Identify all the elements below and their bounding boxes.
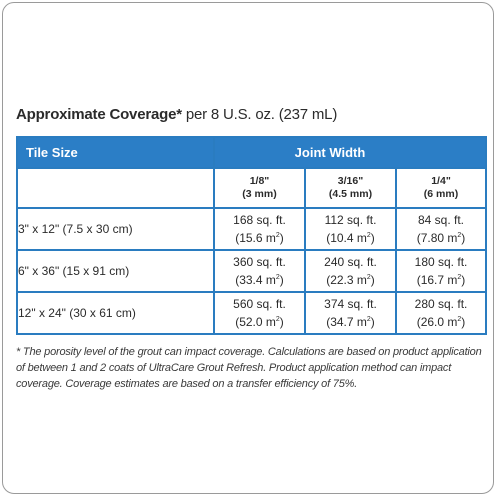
coverage-metric: (34.7 m2)	[326, 315, 375, 329]
coverage-cell: 84 sq. ft. (7.80 m2)	[394, 207, 488, 251]
panel-frame	[2, 2, 494, 494]
coverage-sqft: 180 sq. ft.	[414, 255, 468, 269]
coverage-cell: 280 sq. ft. (26.0 m2)	[394, 291, 488, 335]
joint-width-metric: (4.5 mm)	[328, 188, 373, 200]
table-row: 6" x 36" (15 x 91 cm) 360 sq. ft. (33.4 …	[16, 249, 488, 293]
coverage-metric: (52.0 m2)	[235, 315, 284, 329]
joint-width-metric: (3 mm)	[242, 188, 277, 200]
coverage-metric: (10.4 m2)	[326, 231, 375, 245]
coverage-table: Tile Size Joint Width 1/8" (3 mm) 3/16" …	[16, 136, 488, 335]
coverage-cell: 560 sq. ft. (52.0 m2)	[213, 291, 306, 335]
empty-cell	[16, 167, 215, 209]
coverage-heading: Approximate Coverage* per 8 U.S. oz. (23…	[16, 106, 337, 123]
coverage-sqft: 84 sq. ft.	[417, 213, 465, 227]
coverage-title: Approximate Coverage*	[16, 106, 182, 123]
joint-width-size: 3/16"	[337, 175, 364, 187]
joint-width-cell: 1/8" (3 mm)	[213, 167, 306, 209]
table-row: 12" x 24" (30 x 61 cm) 560 sq. ft. (52.0…	[16, 291, 488, 335]
coverage-metric: (16.7 m2)	[416, 273, 466, 287]
header-tile-size: Tile Size	[16, 136, 215, 169]
joint-width-row: 1/8" (3 mm) 3/16" (4.5 mm) 1/4" (6 mm)	[16, 167, 488, 209]
coverage-cell: 240 sq. ft. (22.3 m2)	[304, 249, 397, 293]
coverage-sqft: 374 sq. ft.	[324, 297, 377, 311]
coverage-sqft: 360 sq. ft.	[233, 255, 286, 269]
joint-width-cell: 1/4" (6 mm)	[394, 167, 488, 209]
tile-size-cell: 12" x 24" (30 x 61 cm)	[16, 291, 215, 335]
coverage-metric: (33.4 m2)	[235, 273, 284, 287]
coverage-metric: (22.3 m2)	[326, 273, 375, 287]
footnote: * The porosity level of the grout can im…	[16, 346, 482, 390]
joint-width-size: 1/8"	[249, 175, 270, 187]
coverage-cell: 112 sq. ft. (10.4 m2)	[304, 207, 397, 251]
coverage-metric: (26.0 m2)	[416, 315, 466, 329]
coverage-cell: 374 sq. ft. (34.7 m2)	[304, 291, 397, 335]
joint-width-cell: 3/16" (4.5 mm)	[304, 167, 397, 209]
coverage-sqft: 280 sq. ft.	[414, 297, 468, 311]
coverage-sqft: 560 sq. ft.	[233, 297, 286, 311]
header-joint-width: Joint Width	[212, 136, 488, 169]
coverage-subtitle: per 8 U.S. oz. (237 mL)	[185, 106, 338, 123]
tile-size-cell: 3" x 12" (7.5 x 30 cm)	[16, 207, 215, 251]
coverage-cell: 168 sq. ft. (15.6 m2)	[213, 207, 306, 251]
coverage-metric: (7.80 m2)	[416, 231, 466, 245]
coverage-sqft: 240 sq. ft.	[324, 255, 377, 269]
tile-size-cell: 6" x 36" (15 x 91 cm)	[16, 249, 215, 293]
coverage-cell: 360 sq. ft. (33.4 m2)	[213, 249, 306, 293]
joint-width-metric: (6 mm)	[423, 188, 459, 200]
coverage-sqft: 168 sq. ft.	[233, 213, 286, 227]
coverage-metric: (15.6 m2)	[235, 231, 284, 245]
table-header-row: Tile Size Joint Width	[16, 136, 488, 169]
table-row: 3" x 12" (7.5 x 30 cm) 168 sq. ft. (15.6…	[16, 207, 488, 251]
coverage-cell: 180 sq. ft. (16.7 m2)	[394, 249, 488, 293]
joint-width-size: 1/4"	[431, 175, 451, 187]
coverage-sqft: 112 sq. ft.	[324, 213, 377, 227]
